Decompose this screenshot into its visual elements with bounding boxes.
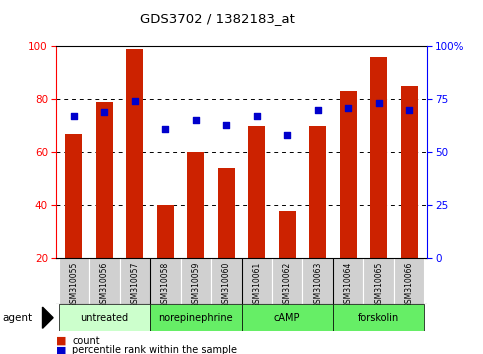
Point [161, 126, 169, 132]
Text: percentile rank within the sample: percentile rank within the sample [72, 346, 238, 354]
Bar [340, 91, 356, 258]
Bar [187, 152, 204, 258]
Bar [150, 304, 242, 331]
Point [314, 107, 322, 113]
Text: GSM310062: GSM310062 [283, 262, 292, 308]
Bar [279, 211, 296, 258]
Text: ■: ■ [56, 346, 66, 354]
Point [131, 98, 139, 104]
Bar [181, 258, 211, 304]
Point [253, 113, 261, 119]
Bar [66, 133, 82, 258]
Point [344, 105, 352, 110]
Bar [150, 258, 181, 304]
Point [405, 107, 413, 113]
Bar [58, 304, 150, 331]
Text: untreated: untreated [80, 313, 128, 323]
Bar [248, 126, 265, 258]
Text: GDS3702 / 1382183_at: GDS3702 / 1382183_at [140, 12, 295, 25]
Text: count: count [72, 336, 100, 346]
Text: GSM310061: GSM310061 [252, 262, 261, 308]
Bar [120, 258, 150, 304]
Text: GSM310055: GSM310055 [70, 262, 78, 308]
Bar [127, 48, 143, 258]
Text: GSM310058: GSM310058 [161, 262, 170, 308]
Text: GSM310057: GSM310057 [130, 262, 139, 308]
Text: GSM310065: GSM310065 [374, 262, 383, 308]
Bar [89, 258, 120, 304]
Text: norepinephrine: norepinephrine [158, 313, 233, 323]
Bar [157, 205, 174, 258]
Text: GSM310056: GSM310056 [100, 262, 109, 308]
Bar [333, 258, 363, 304]
Polygon shape [43, 307, 53, 329]
Text: GSM310059: GSM310059 [191, 262, 200, 308]
Text: GSM310064: GSM310064 [344, 262, 353, 308]
Bar [218, 168, 235, 258]
Bar [401, 86, 417, 258]
Bar [96, 102, 113, 258]
Point [375, 101, 383, 106]
Point [70, 113, 78, 119]
Point [222, 122, 230, 127]
Text: forskolin: forskolin [358, 313, 399, 323]
Bar [370, 57, 387, 258]
Text: GSM310060: GSM310060 [222, 262, 231, 308]
Text: cAMP: cAMP [274, 313, 300, 323]
Bar [333, 304, 425, 331]
Bar [242, 258, 272, 304]
Text: GSM310066: GSM310066 [405, 262, 413, 308]
Bar [58, 258, 89, 304]
Bar [394, 258, 425, 304]
Text: agent: agent [2, 313, 32, 323]
Bar [363, 258, 394, 304]
Bar [211, 258, 242, 304]
Bar [309, 126, 326, 258]
Point [100, 109, 108, 115]
Point [192, 118, 199, 123]
Bar [242, 304, 333, 331]
Bar [272, 258, 302, 304]
Point [284, 132, 291, 138]
Text: ■: ■ [56, 336, 66, 346]
Text: GSM310063: GSM310063 [313, 262, 322, 308]
Bar [302, 258, 333, 304]
